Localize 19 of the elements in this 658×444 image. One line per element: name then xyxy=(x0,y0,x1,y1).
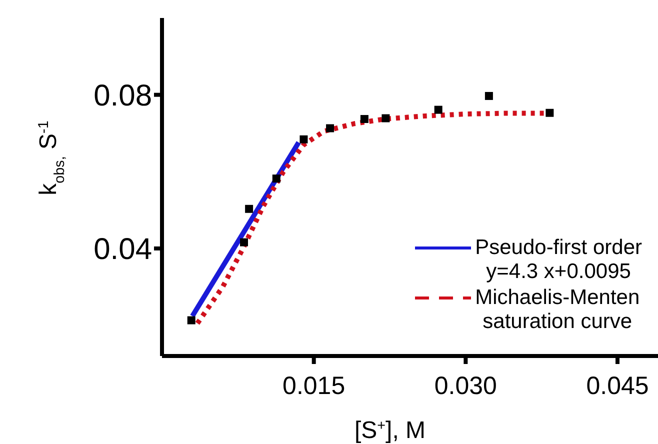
point xyxy=(272,174,280,183)
point xyxy=(187,316,196,324)
legend-label: Pseudo-first order y=4.3 x+0.0095 xyxy=(475,236,642,284)
x-axis-title: [S$^{+}$], M xyxy=(354,417,426,444)
point xyxy=(484,92,493,100)
point xyxy=(546,108,554,117)
y-tick-label: 0.08 xyxy=(94,79,152,112)
point xyxy=(434,106,442,114)
legend-label: Michaelis-Menten saturation curve xyxy=(475,286,640,334)
point xyxy=(240,238,248,246)
point xyxy=(300,135,308,144)
x-tick-label: 0.030 xyxy=(434,372,497,400)
point xyxy=(245,204,254,213)
point xyxy=(360,115,368,124)
point xyxy=(382,114,390,122)
x-tick-label: 0.045 xyxy=(586,372,649,400)
y-tick-label: 0.04 xyxy=(94,233,152,266)
x-tick-label: 0.015 xyxy=(282,372,346,400)
point xyxy=(326,124,334,132)
